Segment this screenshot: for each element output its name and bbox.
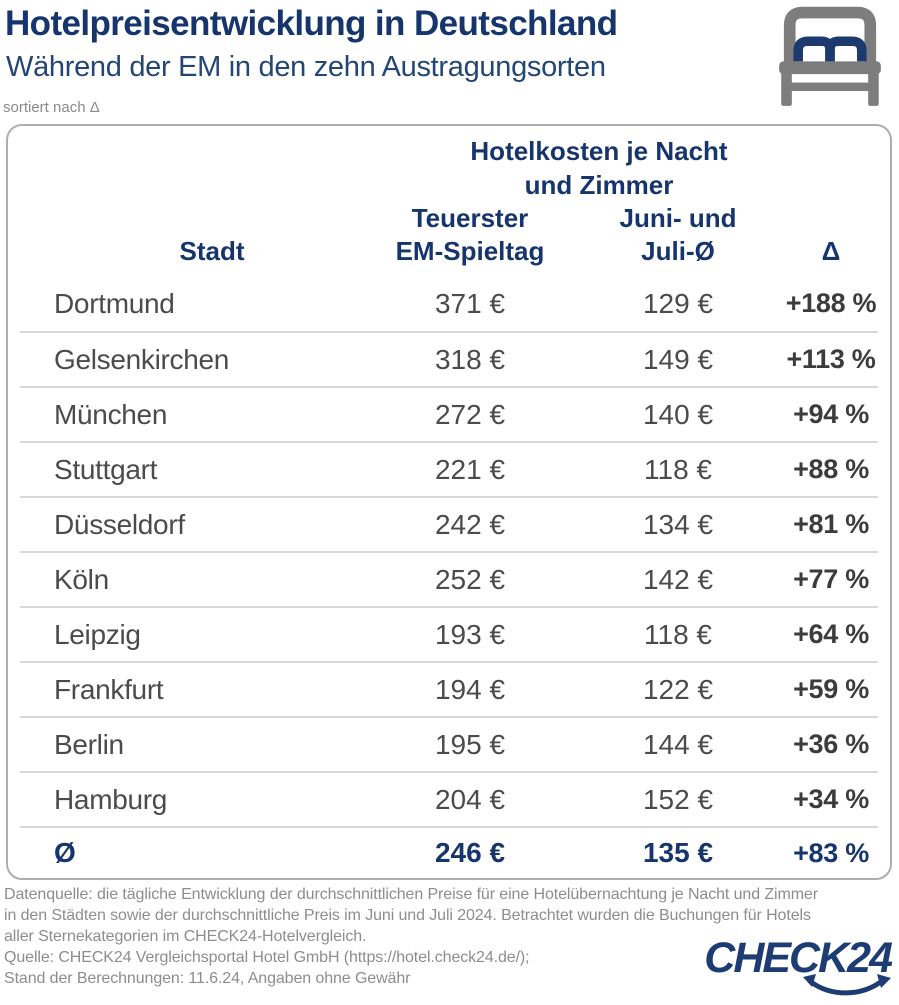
double-bed-icon (766, 2, 894, 108)
delta-value: +81 % (793, 509, 869, 539)
column-header-average: Juni- und Juli-Ø (619, 203, 737, 266)
table-row: Dortmund 371 € 129 € +188 % (20, 276, 878, 331)
average-price: 149 € (642, 343, 714, 375)
column-header-stadt: Stadt (179, 236, 245, 266)
city-name: Düsseldorf (54, 508, 185, 540)
city-name: Hamburg (54, 783, 168, 815)
column-header-delta: Δ (821, 236, 841, 266)
table-column-headers: Stadt Teuerster EM-Spieltag Juni- und Ju… (20, 200, 878, 276)
delta-value: +88 % (793, 454, 869, 484)
average-price: 152 € (642, 783, 714, 815)
delta-value: +94 % (793, 399, 869, 429)
delta-value: +59 % (793, 674, 869, 704)
city-name: München (54, 398, 168, 430)
table-group-header: Hotelkosten je Nacht und Zimmer (470, 136, 728, 200)
matchday-price: 242 € (434, 508, 506, 540)
matchday-price: 318 € (434, 343, 506, 375)
column-header-matchday: Teuerster EM-Spieltag (395, 203, 545, 266)
page-title: Hotelpreisentwicklung in Deutschland (5, 4, 618, 43)
average-price: 122 € (642, 673, 714, 705)
check24-logo: CHECK24 (701, 934, 893, 996)
average-price: 118 € (644, 453, 712, 485)
delta-value: +36 % (793, 729, 869, 759)
footnote-line: Datenquelle: die tägliche Entwicklung de… (4, 886, 818, 903)
matchday-price: 193 € (434, 618, 506, 650)
city-name: Stuttgart (54, 453, 158, 485)
table-row: Stuttgart 221 € 118 € +88 % (20, 441, 878, 496)
table-row: Düsseldorf 242 € 134 € +81 % (20, 496, 878, 551)
average-price: 140 € (642, 398, 714, 430)
table-row: Leipzig 193 € 118 € +64 % (20, 606, 878, 661)
city-name: Gelsenkirchen (54, 343, 230, 375)
average-price: 129 € (642, 287, 714, 319)
city-name: Leipzig (54, 618, 141, 650)
city-name: Köln (54, 563, 109, 595)
average-price: 142 € (642, 563, 714, 595)
check24-logo-text: CHECK24 (704, 934, 893, 982)
delta-value: +34 % (793, 784, 869, 814)
matchday-price: 221 € (434, 453, 506, 485)
matchday-price: 252 € (434, 563, 506, 595)
table-body: Dortmund 371 € 129 € +188 % Gelsenkirche… (20, 276, 878, 826)
table-row: Frankfurt 194 € 122 € +59 % (20, 661, 878, 716)
average-price: 118 € (644, 618, 712, 650)
table-row: Hamburg 204 € 152 € +34 % (20, 771, 878, 826)
table-row: Köln 252 € 142 € +77 % (20, 551, 878, 606)
delta-value: +188 % (785, 288, 877, 318)
average-average-price: 135 € (642, 837, 714, 868)
table-row: München 272 € 140 € +94 % (20, 386, 878, 441)
source-line: Quelle: CHECK24 Vergleichsportal Hotel G… (4, 949, 530, 966)
footnote-line: in den Städten sowie der durchschnittlic… (4, 907, 811, 924)
average-row: Ø 246 € 135 € +83 % (20, 826, 878, 878)
curved-double-arrow-icon (803, 974, 893, 1000)
table-row: Berlin 195 € 144 € +36 % (20, 716, 878, 771)
average-price: 144 € (642, 728, 714, 760)
hotel-price-table: Hotelkosten je Nacht und Zimmer Stadt Te… (6, 124, 892, 880)
matchday-price: 194 € (434, 673, 506, 705)
table-row: Gelsenkirchen 318 € 149 € +113 % (20, 331, 878, 386)
delta-value: +77 % (793, 564, 869, 594)
date-line: Stand der Berechnungen: 11.6.24, Angaben… (4, 970, 411, 987)
matchday-price: 195 € (434, 728, 506, 760)
table-group-header-row: Hotelkosten je Nacht und Zimmer (20, 126, 878, 200)
average-price: 134 € (642, 508, 714, 540)
matchday-price: 204 € (434, 783, 506, 815)
city-name: Berlin (54, 728, 124, 760)
matchday-price: 371 € (434, 287, 506, 319)
city-name: Dortmund (54, 287, 175, 319)
sort-note: sortiert nach Δ (3, 99, 100, 116)
matchday-price: 272 € (434, 398, 506, 430)
footnote: Datenquelle: die tägliche Entwicklung de… (4, 884, 818, 989)
page-subtitle: Während der EM in den zehn Austragungsor… (6, 51, 606, 83)
delta-value: +64 % (793, 619, 869, 649)
average-label: Ø (54, 837, 76, 868)
average-matchday-price: 246 € (434, 837, 506, 868)
city-name: Frankfurt (54, 673, 164, 705)
average-delta-value: +83 % (793, 837, 869, 868)
footnote-line: aller Sternekategorien im CHECK24-Hotelv… (4, 928, 367, 945)
delta-value: +113 % (786, 344, 876, 374)
